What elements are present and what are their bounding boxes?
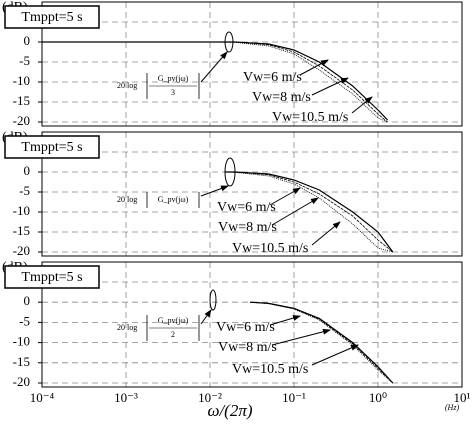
x-tick-label: 10⁻² — [198, 390, 222, 405]
arrow — [200, 185, 229, 197]
y-tick-label: -10 — [13, 73, 30, 88]
arrow — [311, 221, 341, 246]
arrow — [200, 309, 212, 325]
formula-denominator: 3 — [171, 88, 175, 97]
arrow — [271, 328, 331, 346]
formula-numerator: G_pv(jω) — [158, 74, 189, 83]
arrow — [311, 77, 349, 96]
arrow — [269, 187, 301, 206]
arrow — [299, 59, 329, 76]
y-tick-label: 0 — [24, 33, 31, 48]
y-tick-label: -20 — [13, 374, 30, 389]
line-series — [42, 41, 388, 123]
arrow — [269, 315, 301, 326]
annotation: Tmppt=5 s — [21, 270, 82, 285]
series-label: Vw=8 m/s — [218, 340, 277, 355]
y-tick-label: 0 — [24, 163, 31, 178]
annotation: Tmppt=5 s — [21, 10, 82, 25]
series-label: Vw=6 m/s — [216, 320, 275, 335]
y-tick-label: -15 — [13, 354, 30, 369]
marker-ellipse — [209, 289, 217, 311]
annotation-box — [4, 265, 100, 289]
arrow — [200, 51, 228, 83]
marker-ellipse — [224, 157, 236, 187]
line-series — [224, 171, 394, 253]
series-label: Vw=6 m/s — [217, 200, 276, 215]
x-tick-label: 10⁻¹ — [282, 390, 306, 405]
y-tick-label: -15 — [13, 223, 30, 238]
x-tick-label: 10¹ — [454, 390, 471, 405]
arrow — [311, 344, 359, 366]
abs-bars — [146, 315, 200, 341]
line-series — [250, 301, 394, 384]
series-label: Vw=10.5 m/s — [232, 362, 308, 377]
x-tick-label: 10⁻⁴ — [30, 390, 55, 405]
y-tick-label: -10 — [13, 203, 30, 218]
formula-prefix: 20 log — [117, 323, 137, 332]
x-unit: (Hz) — [445, 403, 460, 412]
x-axis-label: ω/(2π) — [207, 401, 252, 420]
series-label: Vw=10.5 m/s — [272, 110, 348, 125]
annotation-box — [4, 5, 100, 29]
plot-frame — [41, 1, 463, 127]
formula-prefix: 20 log — [117, 195, 137, 204]
series-label: Vw=8 m/s — [218, 220, 277, 235]
series-label: Vw=10.5 m/s — [232, 241, 308, 256]
formula-numerator: G_pv(jω) — [158, 316, 189, 325]
abs-bars — [146, 192, 200, 208]
arrow — [351, 96, 373, 114]
abs-bars — [146, 73, 200, 99]
y-tick-label: 0 — [24, 293, 31, 308]
series-label: Vw=8 m/s — [252, 90, 311, 105]
y-tick-label: -5 — [19, 313, 30, 328]
line-series — [224, 171, 393, 253]
y-tick-label: -5 — [19, 183, 30, 198]
plot-frame — [41, 261, 463, 388]
x-tick-label: 10⁰ — [369, 390, 387, 405]
annotation: Tmppt=5 s — [21, 140, 82, 155]
formula-denominator: 2 — [171, 330, 175, 339]
formula-numerator: G_pv(jω) — [158, 195, 189, 204]
plot-frame — [41, 131, 463, 257]
x-tick-label: 10⁻³ — [114, 390, 138, 405]
y-tick-label: -20 — [13, 113, 30, 128]
annotation-box — [4, 135, 100, 159]
arrow — [271, 197, 319, 226]
formula-prefix: 20 log — [117, 81, 137, 90]
marker-ellipse — [224, 31, 234, 53]
y-tick-label: -5 — [19, 53, 30, 68]
series-label: Vw=6 m/s — [243, 70, 302, 85]
y-tick-label: -20 — [13, 243, 30, 258]
y-tick-label: -10 — [13, 334, 30, 349]
line-series — [42, 41, 389, 121]
y-tick-label: -15 — [13, 93, 30, 108]
